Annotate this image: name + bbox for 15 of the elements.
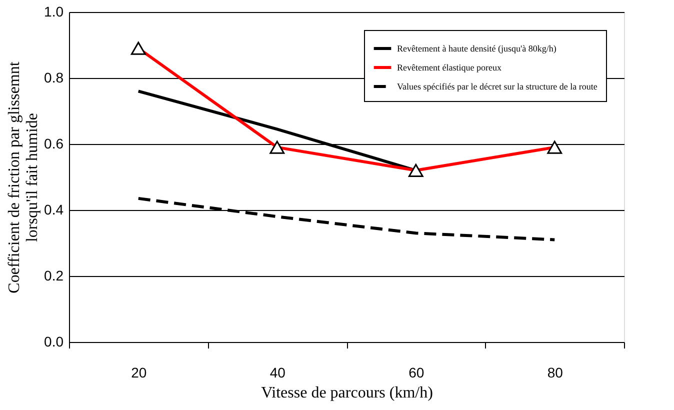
y-tick-label: 0.0 bbox=[44, 334, 64, 350]
legend-label: Revêtement à haute densité (jusqu'à 80kg/h) bbox=[397, 44, 556, 54]
x-tick-label: 40 bbox=[270, 364, 286, 380]
x-axis-title: Vitesse de parcours (km/h) bbox=[261, 384, 433, 402]
y-tick-label: 0.6 bbox=[44, 136, 64, 152]
y-tick-label: 0.2 bbox=[44, 268, 64, 284]
legend-label: Revêtement élastique poreux bbox=[397, 62, 502, 72]
x-tick-label: 60 bbox=[408, 364, 424, 380]
y-tick-label: 0.4 bbox=[44, 202, 64, 218]
y-tick-label: 1.0 bbox=[44, 4, 64, 20]
x-tick-label: 80 bbox=[547, 364, 564, 380]
legend-label: Values spécifiés par le décret sur la structure de la route bbox=[397, 82, 598, 92]
y-axis-title: Coefficient de friction par glissemnt lorsqu'il fait humide bbox=[6, 61, 42, 294]
x-tick-label: 20 bbox=[131, 364, 147, 380]
y-tick-label: 0.8 bbox=[44, 70, 64, 86]
